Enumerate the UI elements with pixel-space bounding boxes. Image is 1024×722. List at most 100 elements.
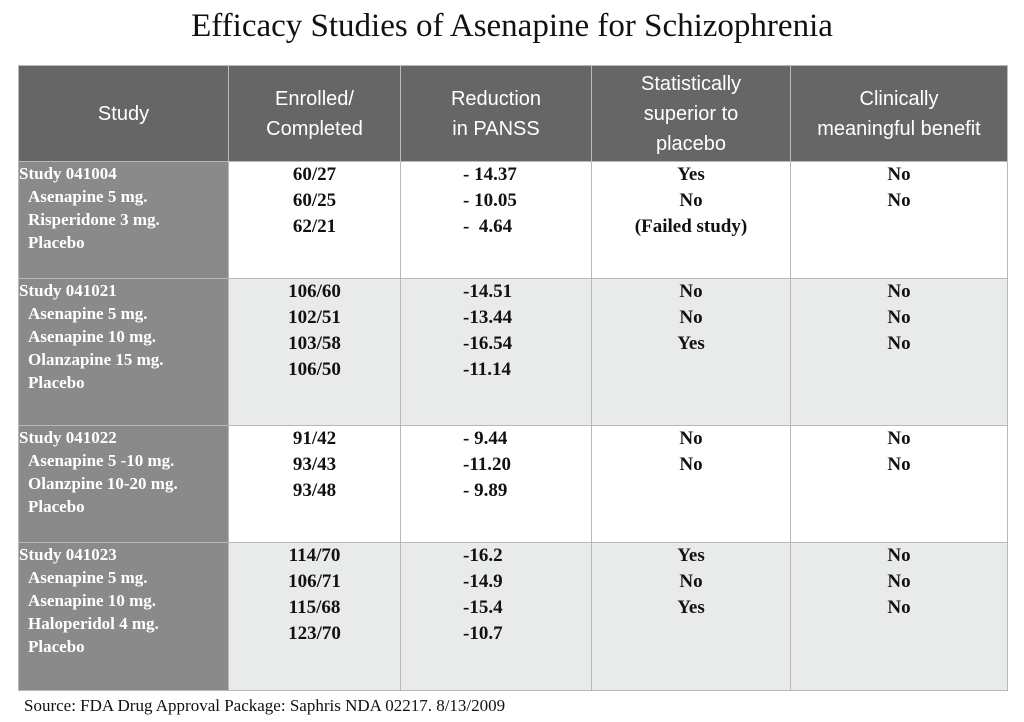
study-name: Study 041021 bbox=[19, 281, 117, 300]
reduction-value: -14.9 bbox=[463, 571, 503, 592]
reduction-value: -11.14 bbox=[463, 359, 512, 380]
clinical-value: No bbox=[887, 545, 911, 566]
superior-value: Yes bbox=[677, 333, 705, 354]
study-name: Study 041023 bbox=[19, 545, 117, 564]
reduction-value: -16.2 bbox=[463, 545, 503, 566]
superior-cell: Yes No (Failed study) bbox=[591, 161, 791, 279]
enrolled-value: 60/25 bbox=[292, 190, 337, 211]
clinical-value: No bbox=[887, 571, 911, 592]
enrolled-cell: 114/70 106/71 115/68 123/70 bbox=[228, 542, 401, 691]
study-arm: Asenapine 5 mg. bbox=[28, 304, 148, 323]
clinical-cell: No No bbox=[790, 425, 1008, 543]
study-arm: Risperidone 3 mg. bbox=[28, 210, 160, 229]
reduction-value: -14.51 bbox=[463, 281, 513, 302]
enrolled-value: 123/70 bbox=[288, 623, 341, 644]
header-reduction-in-panss: Reduction in PANSS bbox=[400, 65, 592, 162]
clinical-value: No bbox=[887, 428, 911, 449]
clinical-value: No bbox=[887, 190, 911, 211]
superior-value: (Failed study) bbox=[634, 216, 748, 237]
clinical-value: No bbox=[887, 281, 911, 302]
study-arm: Olanzapine 15 mg. bbox=[28, 350, 164, 369]
enrolled-value: 106/60 bbox=[288, 281, 341, 302]
header-clinically-meaningful: Clinically meaningful benefit bbox=[790, 65, 1008, 162]
enrolled-value: 62/21 bbox=[292, 216, 337, 237]
reduction-value: -16.54 bbox=[463, 333, 513, 354]
header-enrolled-completed: Enrolled/Completed bbox=[228, 65, 401, 162]
superior-cell: No No bbox=[591, 425, 791, 543]
enrolled-value: 93/43 bbox=[292, 454, 337, 475]
header-line: Statistically bbox=[640, 72, 742, 95]
header-line: Completed bbox=[266, 117, 363, 140]
enrolled-value: 93/48 bbox=[292, 480, 337, 501]
superior-value: No bbox=[679, 571, 703, 592]
enrolled-value: 102/51 bbox=[288, 307, 341, 328]
reduction-value: -11.20 bbox=[463, 454, 512, 475]
study-arm: Asenapine 5 -10 mg. bbox=[28, 451, 175, 470]
study-arm: Asenapine 5 mg. bbox=[28, 187, 148, 206]
study-arm: Haloperidol 4 mg. bbox=[28, 614, 159, 633]
enrolled-cell: 91/42 93/43 93/48 bbox=[228, 425, 401, 543]
reduction-cell: - 9.44 -11.20 - 9.89 bbox=[400, 425, 592, 543]
enrolled-cell: 106/60 102/51 103/58 106/50 bbox=[228, 278, 401, 426]
clinical-value: No bbox=[887, 597, 911, 618]
study-row: Study 041021 Asenapine 5 mg. Asenapine 10 … bbox=[18, 278, 1008, 426]
superior-value: Yes bbox=[677, 164, 705, 185]
enrolled-value: 91/42 bbox=[292, 428, 337, 449]
reduction-value: - 9.44 bbox=[463, 428, 508, 449]
reduction-cell: - 14.37 - 10.05 - 4.64 bbox=[400, 161, 592, 279]
superior-value: No bbox=[679, 428, 703, 449]
clinical-value: No bbox=[887, 454, 911, 475]
study-row: Study 041022 Asenapine 5 -10 mg. Olanzpine… bbox=[18, 425, 1008, 543]
study-arm: Placebo bbox=[28, 637, 85, 656]
superior-cell: Yes No Yes bbox=[591, 542, 791, 691]
header-line: Clinically bbox=[859, 87, 939, 110]
study-row: Study 041023 Asenapine 5 mg. Asenapine 10 … bbox=[18, 542, 1008, 691]
header-line: placebo bbox=[655, 132, 727, 155]
reduction-value: - 10.05 bbox=[463, 190, 517, 211]
reduction-cell: -14.51 -13.44 -16.54 -11.14 bbox=[400, 278, 592, 426]
study-name: Study 041004 bbox=[19, 164, 117, 183]
header-line: Study bbox=[97, 102, 150, 125]
header-row: Study Enrolled/Completed Reduction in PAN… bbox=[18, 65, 1008, 162]
study-row: Study 041004 Asenapine 5 mg. Risperidone 3… bbox=[18, 161, 1008, 279]
clinical-value: No bbox=[887, 164, 911, 185]
header-line: Reduction bbox=[450, 87, 542, 110]
study-arm: Olanzpine 10-20 mg. bbox=[28, 474, 178, 493]
superior-value: No bbox=[679, 454, 703, 475]
reduction-value: -10.7 bbox=[463, 623, 503, 644]
page-title: Efficacy Studies of Asenapine for Schizo… bbox=[191, 8, 833, 44]
study-name: Study 041022 bbox=[19, 428, 117, 447]
source-citation: Source: FDA Drug Approval Package: Saphr… bbox=[24, 696, 506, 715]
superior-value: No bbox=[679, 281, 703, 302]
header-study: Study bbox=[18, 65, 229, 162]
reduction-value: - 4.64 bbox=[463, 216, 513, 237]
superior-value: Yes bbox=[677, 597, 705, 618]
clinical-value: No bbox=[887, 333, 911, 354]
study-cell: Study 041022 Asenapine 5 -10 mg. Olanzpine… bbox=[18, 425, 229, 543]
clinical-cell: No No No bbox=[790, 278, 1008, 426]
study-arm: Placebo bbox=[28, 373, 85, 392]
superior-value: No bbox=[679, 190, 703, 211]
study-arm: Asenapine 10 mg. bbox=[28, 327, 156, 346]
study-arm: Placebo bbox=[28, 233, 85, 252]
enrolled-value: 106/71 bbox=[288, 571, 341, 592]
reduction-value: - 9.89 bbox=[463, 480, 508, 501]
reduction-value: -13.44 bbox=[463, 307, 513, 328]
study-arm: Placebo bbox=[28, 497, 85, 516]
superior-value: No bbox=[679, 307, 703, 328]
study-arm: Asenapine 10 mg. bbox=[28, 591, 156, 610]
enrolled-value: 60/27 bbox=[292, 164, 337, 185]
superior-value: Yes bbox=[677, 545, 705, 566]
reduction-cell: -16.2 -14.9 -15.4 -10.7 bbox=[400, 542, 592, 691]
clinical-cell: No No bbox=[790, 161, 1008, 279]
header-line: Enrolled/ bbox=[275, 87, 354, 110]
reduction-value: -15.4 bbox=[463, 597, 503, 618]
efficacy-table: Study Enrolled/Completed Reduction in PAN… bbox=[18, 65, 1008, 691]
enrolled-value: 115/68 bbox=[288, 597, 341, 618]
table-body: Study 041004 Asenapine 5 mg. Risperidone 3… bbox=[18, 161, 1008, 691]
enrolled-cell: 60/27 60/25 62/21 bbox=[228, 161, 401, 279]
header-statistically-superior: Statistically superior to placebo bbox=[591, 65, 791, 162]
clinical-cell: No No No bbox=[790, 542, 1008, 691]
study-cell: Study 041023 Asenapine 5 mg. Asenapine 10 … bbox=[18, 542, 229, 691]
header-line: in PANSS bbox=[452, 117, 540, 140]
